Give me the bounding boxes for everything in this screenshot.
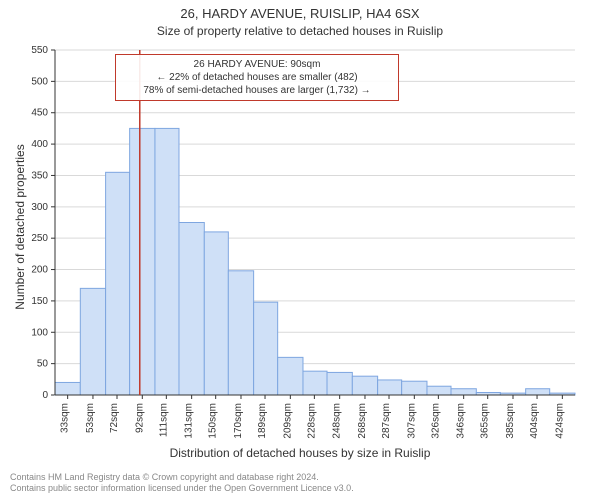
svg-text:250: 250 — [31, 233, 48, 244]
svg-text:287sqm: 287sqm — [381, 403, 392, 439]
svg-text:268sqm: 268sqm — [357, 403, 368, 439]
histogram-bar — [526, 389, 550, 395]
histogram-bar — [179, 223, 204, 396]
page-title: 26, HARDY AVENUE, RUISLIP, HA4 6SX — [0, 6, 600, 21]
svg-text:200: 200 — [31, 265, 48, 276]
svg-text:150: 150 — [31, 296, 48, 307]
histogram-bar — [278, 357, 303, 395]
page-subtitle: Size of property relative to detached ho… — [0, 24, 600, 38]
chart-container: 26, HARDY AVENUE, RUISLIP, HA4 6SX Size … — [0, 0, 600, 500]
svg-text:92sqm: 92sqm — [134, 403, 145, 433]
histogram-bar — [80, 288, 105, 395]
histogram-bar — [402, 381, 427, 395]
histogram-bar — [303, 371, 327, 395]
svg-text:326sqm: 326sqm — [430, 403, 441, 439]
svg-text:209sqm: 209sqm — [282, 403, 293, 439]
histogram-bar — [228, 271, 253, 395]
histogram-bar — [427, 386, 451, 395]
histogram-bar — [55, 382, 80, 395]
svg-text:53sqm: 53sqm — [85, 403, 96, 433]
svg-text:400: 400 — [31, 139, 48, 150]
annotation-line-3: 78% of semi-detached houses are larger (… — [122, 84, 392, 97]
svg-text:33sqm: 33sqm — [60, 403, 71, 433]
y-axis-label: Number of detached properties — [13, 127, 27, 327]
histogram-bar — [204, 232, 228, 395]
footer: Contains HM Land Registry data © Crown c… — [10, 472, 590, 494]
svg-text:550: 550 — [31, 45, 48, 56]
svg-text:385sqm: 385sqm — [505, 403, 516, 439]
svg-text:307sqm: 307sqm — [406, 403, 417, 439]
annotation-line-1: 26 HARDY AVENUE: 90sqm — [122, 58, 392, 71]
svg-text:150sqm: 150sqm — [208, 403, 219, 439]
svg-text:365sqm: 365sqm — [480, 403, 491, 439]
histogram-bar — [451, 389, 476, 395]
histogram-bar — [327, 372, 352, 395]
svg-text:424sqm: 424sqm — [554, 403, 565, 439]
histogram-bar — [254, 302, 278, 395]
svg-text:350: 350 — [31, 170, 48, 181]
x-axis-label: Distribution of detached houses by size … — [0, 446, 600, 460]
footer-line-2: Contains public sector information licen… — [10, 483, 354, 493]
svg-text:50: 50 — [37, 359, 49, 370]
histogram-bar — [352, 376, 377, 395]
histogram-bar — [130, 128, 155, 395]
svg-text:189sqm: 189sqm — [257, 403, 268, 439]
svg-text:131sqm: 131sqm — [184, 403, 195, 439]
svg-text:346sqm: 346sqm — [456, 403, 467, 439]
svg-text:111sqm: 111sqm — [158, 403, 169, 437]
annotation-box: 26 HARDY AVENUE: 90sqm ← 22% of detached… — [115, 54, 399, 101]
svg-text:404sqm: 404sqm — [529, 403, 540, 439]
svg-text:72sqm: 72sqm — [109, 403, 120, 433]
svg-text:450: 450 — [31, 108, 48, 119]
annotation-line-2: ← 22% of detached houses are smaller (48… — [122, 71, 392, 84]
svg-text:500: 500 — [31, 76, 48, 87]
histogram-bar — [106, 172, 130, 395]
svg-text:100: 100 — [31, 327, 48, 338]
histogram-bar — [378, 380, 402, 395]
svg-text:228sqm: 228sqm — [306, 403, 317, 439]
histogram-bar — [155, 128, 179, 395]
svg-text:300: 300 — [31, 202, 48, 213]
svg-text:170sqm: 170sqm — [233, 403, 244, 439]
svg-text:248sqm: 248sqm — [332, 403, 343, 439]
svg-text:0: 0 — [42, 390, 48, 401]
footer-line-1: Contains HM Land Registry data © Crown c… — [10, 472, 319, 482]
